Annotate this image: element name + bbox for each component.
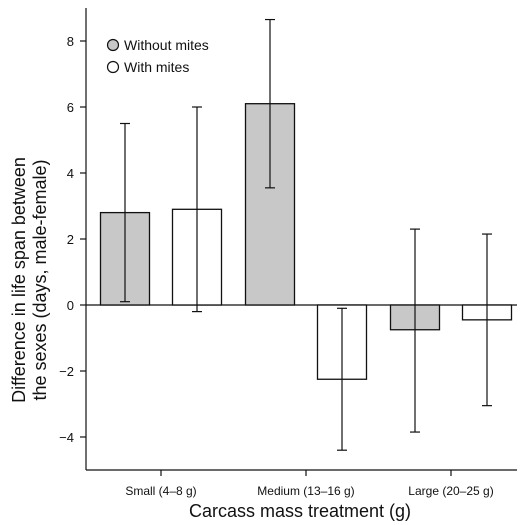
x-tick-label: Medium (13–16 g) [257,484,354,498]
plot-area: −4 −2 0 2 4 6 8 Small (4–8 g) Medium (13–16 g) La… [59,8,517,498]
legend-marker-with-mites [106,60,120,74]
y-axis-title-line2: the sexes (days, male-female) [30,159,50,400]
y-tick-label: 2 [67,232,74,247]
y-axis-title-line1: Difference in life span between [9,157,29,403]
legend: Without mites With mites [106,37,209,75]
y-tick-label: 6 [67,100,74,115]
y-tick-label: −2 [59,364,74,379]
legend-label-without-mites: Without mites [124,37,209,53]
legend-label-with-mites: With mites [124,59,189,75]
legend-marker-without-mites [106,38,120,52]
y-tick-label: −4 [59,430,74,445]
x-tick-label: Large (20–25 g) [408,484,493,498]
x-axis-title: Carcass mass treatment (g) [189,501,411,521]
x-tick-label: Small (4–8 g) [125,484,196,498]
y-tick-label: 4 [67,166,74,181]
y-tick-label: 0 [67,298,74,313]
y-tick-label: 8 [67,34,74,49]
